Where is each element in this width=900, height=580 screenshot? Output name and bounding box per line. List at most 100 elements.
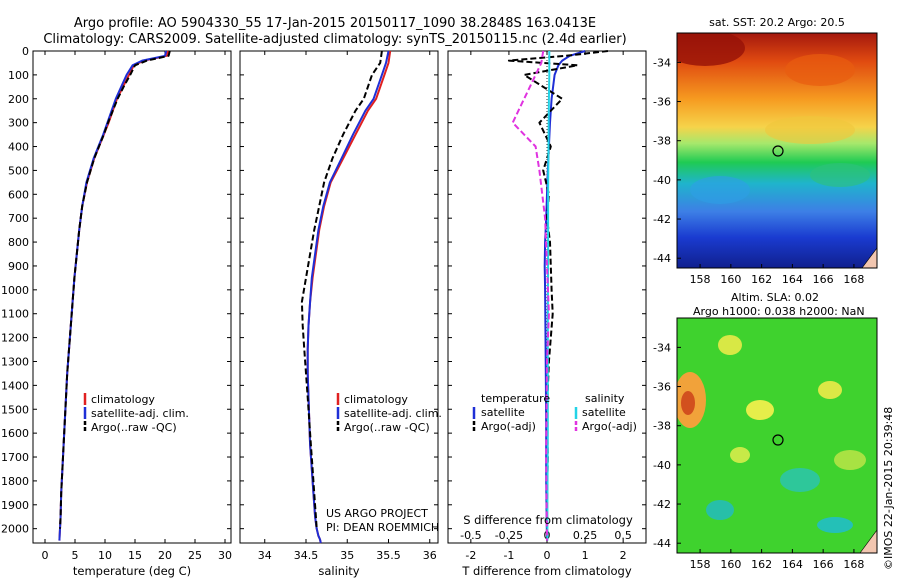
- difference-s-tick-label: 0.25: [573, 529, 598, 542]
- sla-patch: [746, 400, 774, 420]
- depth-tick-label: 300: [8, 117, 29, 130]
- temperature-xtick-label: 20: [158, 549, 172, 562]
- temperature-xtick-label: 10: [98, 549, 112, 562]
- map-lat-tick-label: -34: [653, 56, 671, 69]
- map-lat-tick-label: -44: [653, 252, 671, 265]
- salinity-xtick-label: 35: [340, 549, 354, 562]
- salinity-xtick-label: 34: [258, 549, 272, 562]
- difference-xtick-label: -2: [465, 549, 476, 562]
- sla-patch: [706, 500, 734, 520]
- difference-panel: -2 -1 0 1 2-0.5 -0.25 0 0.25 0.5: [448, 50, 646, 562]
- legend-label-s-argo: Argo(-adj): [582, 420, 637, 433]
- legend-label-t-argo: Argo(-adj): [481, 420, 536, 433]
- depth-tick-label: 1000: [1, 284, 29, 297]
- map-lon-tick-label: 166: [813, 558, 834, 571]
- t-difference-axis-label: T difference from climatology: [461, 564, 632, 578]
- depth-tick-label: 1700: [1, 451, 29, 464]
- map-lon-tick-label: 168: [843, 273, 864, 286]
- argo-location-marker: [772, 434, 784, 446]
- temperature-xtick-label: 0: [42, 549, 49, 562]
- map-lon-tick-label: 168: [843, 558, 864, 571]
- map-lon-tick-label: 162: [751, 558, 772, 571]
- map-lat-tick-label: -36: [653, 96, 671, 109]
- difference-series-temperature-satellite: [543, 50, 586, 541]
- legend-label-argo: Argo(..raw -QC): [91, 421, 177, 434]
- temperature-xtick-label: 25: [188, 549, 202, 562]
- sst-map-frame: [676, 32, 878, 269]
- salinity-series-argo-raw-qc: [300, 50, 383, 529]
- map-lat-tick-label: -40: [653, 174, 671, 187]
- salinity-legend: climatology satellite-adj. clim. Argo(..…: [336, 393, 442, 434]
- difference-legend: temperature salinity satellite Argo(-adj…: [472, 392, 637, 433]
- depth-tick-label: 100: [8, 69, 29, 82]
- temperature-series-climatology: [58, 50, 169, 541]
- s-difference-axis-label: S difference from climatology: [463, 513, 633, 527]
- sla-map: [677, 318, 877, 553]
- legend-label-climatology: climatology: [91, 393, 155, 406]
- salinity-axis-label: salinity: [318, 564, 359, 578]
- depth-tick-label: 1900: [1, 499, 29, 512]
- land-patch: [861, 247, 877, 268]
- legend-label-s-satellite: satellite: [582, 406, 626, 419]
- depth-tick-label: 2000: [1, 523, 29, 536]
- imos-credit: ©IMOS 22-Jan-2015 20:39:48: [882, 407, 895, 570]
- map-lat-tick-label: -36: [653, 381, 671, 394]
- depth-tick-label: 1300: [1, 355, 29, 368]
- sst-map: [677, 33, 877, 268]
- temperature-legend: climatology satellite-adj. clim. Argo(..…: [83, 393, 189, 434]
- sst-warm-patch: [785, 54, 855, 86]
- depth-tick-label: 900: [8, 260, 29, 273]
- sla-map-title-line1: Altim. SLA: 0.02: [731, 291, 819, 304]
- argo-location-marker: [772, 145, 784, 157]
- map-lat-tick-label: -34: [653, 341, 671, 354]
- figure-title-line2: Climatology: CARS2009. Satellite-adjuste…: [43, 32, 626, 47]
- difference-xtick-label: 0: [544, 549, 551, 562]
- sla-patch: [718, 335, 742, 355]
- temperature-xtick-label: 5: [72, 549, 79, 562]
- depth-tick-label: 1200: [1, 332, 29, 345]
- sla-patch: [681, 391, 695, 415]
- map-lon-tick-label: 166: [813, 273, 834, 286]
- map-lat-tick-label: -44: [653, 537, 671, 550]
- depth-tick-label: 600: [8, 188, 29, 201]
- map-lon-tick-label: 158: [690, 558, 711, 571]
- salinity-xtick-label: 36: [423, 549, 437, 562]
- legend-label-climatology: climatology: [344, 393, 408, 406]
- temperature-series-argo-raw-qc: [59, 50, 171, 529]
- depth-tick-label: 1100: [1, 308, 29, 321]
- temperature-panel-frame: [32, 50, 232, 544]
- legend-header-temperature: temperature: [481, 392, 550, 405]
- map-lon-tick-label: 160: [720, 273, 741, 286]
- depth-tick-label: 400: [8, 141, 29, 154]
- map-lat-tick-label: -42: [653, 498, 671, 511]
- salinity-xtick-label: 35.5: [376, 549, 401, 562]
- temperature-axis-label: temperature (deg C): [73, 564, 191, 578]
- legend-label-satellite-adj: satellite-adj. clim.: [344, 407, 442, 420]
- sla-map-frame: [676, 317, 878, 554]
- sst-warm-patch: [677, 33, 745, 66]
- salinity-xtick-label: 34.5: [294, 549, 319, 562]
- project-annotation: US ARGO PROJECT: [326, 507, 428, 520]
- temperature-xtick-label: 15: [128, 549, 142, 562]
- legend-label-argo: Argo(..raw -QC): [344, 421, 430, 434]
- figure-title-line1: Argo profile: AO 5904330_55 17-Jan-2015 …: [74, 16, 596, 31]
- sst-cool-patch: [690, 176, 750, 204]
- depth-axis: 0 100 200 300 400 500 600 700 800 900 1000 1100 1200…: [1, 45, 29, 536]
- map-lat-tick-label: -38: [653, 135, 671, 148]
- salinity-panel: 34 34.5 35 35.5 36: [240, 50, 438, 562]
- map-lon-tick-label: 160: [720, 558, 741, 571]
- sst-map-axes: 158 160 162 164 166 168 -34 -36 -38 -40 -42 -44: [653, 56, 864, 286]
- depth-tick-label: 500: [8, 164, 29, 177]
- difference-series-salinity-argo-adj: [511, 50, 550, 541]
- difference-s-tick-label: -0.5: [460, 529, 481, 542]
- difference-s-tick-label: 0.5: [614, 529, 632, 542]
- depth-tick-label: 0: [22, 45, 29, 58]
- sla-patch: [730, 447, 750, 463]
- sla-patch: [780, 468, 820, 492]
- depth-tick-label: 1800: [1, 475, 29, 488]
- sla-patch: [817, 517, 853, 533]
- depth-tick-label: 700: [8, 212, 29, 225]
- depth-tick-label: 800: [8, 236, 29, 249]
- temperature-xtick-label: 30: [218, 549, 232, 562]
- sla-map-axes: 158 160 162 164 166 168 -34 -36 -38 -40 -42 -44: [653, 341, 864, 571]
